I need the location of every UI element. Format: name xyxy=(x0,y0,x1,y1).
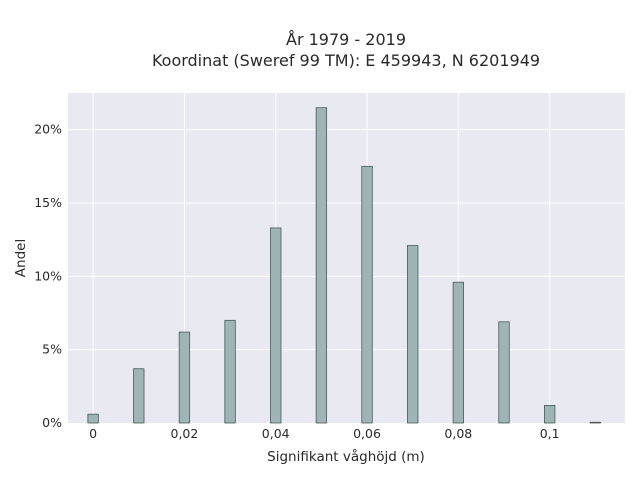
x-tick-label: 0,1 xyxy=(540,426,560,441)
x-tick-label: 0 xyxy=(89,426,97,441)
bar xyxy=(452,281,465,424)
bar xyxy=(361,165,373,424)
chart-title-line-2: Koordinat (Sweref 99 TM): E 459943, N 62… xyxy=(152,51,540,70)
bar xyxy=(498,321,510,424)
bar xyxy=(87,413,99,424)
bars xyxy=(87,107,601,424)
plot-area xyxy=(68,93,625,423)
chart-title: År 1979 - 2019 Koordinat (Sweref 99 TM):… xyxy=(152,30,540,70)
chart-title-line-1: År 1979 - 2019 xyxy=(286,30,406,49)
x-tick-label: 0,08 xyxy=(444,426,472,441)
x-axis-ticks: 0 0,02 0,04 0,06 0,08 0,1 xyxy=(89,426,559,441)
y-tick-label: 10% xyxy=(34,268,62,283)
bar xyxy=(224,319,236,424)
grid xyxy=(68,93,625,423)
bar xyxy=(270,227,282,424)
x-tick-label: 0,04 xyxy=(262,426,290,441)
y-tick-label: 0% xyxy=(42,415,62,430)
y-tick-label: 20% xyxy=(34,122,62,137)
bar xyxy=(133,368,145,424)
y-axis-label: Andel xyxy=(13,239,29,277)
x-tick-label: 0,02 xyxy=(171,426,199,441)
bar xyxy=(178,331,191,424)
y-axis-ticks: 0% 5% 10% 15% 20% xyxy=(34,122,62,430)
bar xyxy=(407,245,419,424)
x-axis-label: Signifikant våghöjd (m) xyxy=(267,448,425,465)
bar xyxy=(589,421,601,424)
bar xyxy=(544,404,556,424)
bar xyxy=(315,107,328,424)
y-tick-label: 15% xyxy=(34,195,62,210)
x-tick-label: 0,06 xyxy=(353,426,381,441)
y-tick-label: 5% xyxy=(42,342,62,357)
